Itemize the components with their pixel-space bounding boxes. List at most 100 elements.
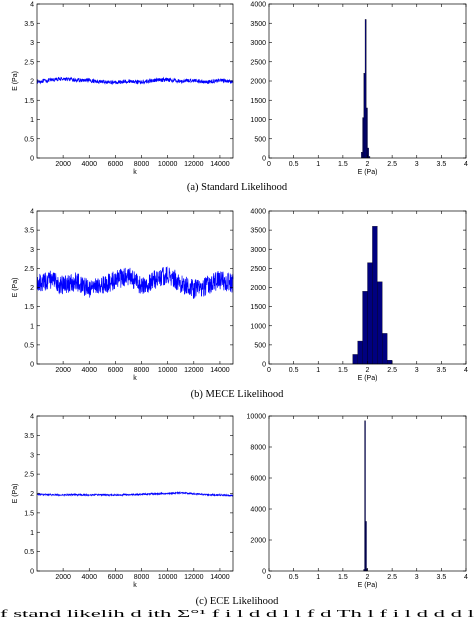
y-tick-label: 3500 <box>250 21 266 28</box>
y-tick-label: 1.5 <box>24 510 34 517</box>
x-tick-label: 8000 <box>134 161 150 168</box>
x-tick-label: 1 <box>316 367 320 374</box>
y-tick-label: 3000 <box>250 40 266 47</box>
x-tick-label: 1 <box>316 574 320 581</box>
x-tick-label: 1.5 <box>338 161 348 168</box>
x-tick-label: 1.5 <box>338 367 348 374</box>
histogram-bar <box>361 152 363 159</box>
x-tick-label: 2 <box>366 367 370 374</box>
x-tick-label: 14000 <box>210 367 230 374</box>
histogram-bar <box>387 360 393 365</box>
panel-a-hist: 0 0.5 1 1.5 2 2.5 3 3.5 4 0 500 1000 1500 2000 2500 300… <box>250 2 468 177</box>
x-tick-label: 0.5 <box>289 367 299 374</box>
y-tick-label: 3 <box>30 452 34 459</box>
x-tick-label: 3.5 <box>437 161 447 168</box>
cropped-footer-text: f stand likelih d ith Σ°¹ f i l d d l l … <box>0 609 474 618</box>
x-tick-label: 2000 <box>55 161 71 168</box>
series-line-b-trace <box>36 266 234 299</box>
histogram-bar <box>357 340 363 365</box>
x-tick-label: 3.5 <box>437 574 447 581</box>
x-axis-label: E (Pa) <box>358 375 378 382</box>
x-tick-label: 0 <box>267 161 271 168</box>
histogram-bar <box>377 281 383 365</box>
x-tick-label: 12000 <box>184 574 204 581</box>
y-tick-label: 1500 <box>250 98 266 105</box>
x-tick-label: 12000 <box>184 367 204 374</box>
y-axis-label: E (Pa) <box>12 484 19 504</box>
y-tick-label: 2.5 <box>24 472 34 479</box>
y-tick-label: 1 <box>30 117 34 124</box>
y-tick-label: 4 <box>30 209 34 216</box>
y-tick-label: 10000 <box>247 414 267 421</box>
x-tick-label: 8000 <box>134 367 150 374</box>
y-tick-label: 0.5 <box>24 136 34 143</box>
x-tick-label: 6000 <box>108 367 124 374</box>
panel-b-trace: 2000 4000 6000 8000 10000 12000 14000 0 0.5 1 1.5 2… <box>12 209 234 382</box>
y-tick-label: 2 <box>30 79 34 86</box>
histogram-bar <box>362 117 364 159</box>
y-tick-label: 2 <box>30 491 34 498</box>
x-tick-label: 2.5 <box>387 367 397 374</box>
x-axis-label: k <box>133 169 137 176</box>
histogram-bar <box>367 262 373 365</box>
y-tick-label: 2500 <box>250 266 266 273</box>
x-tick-label: 3 <box>415 161 419 168</box>
histogram-bar <box>372 226 378 365</box>
y-tick-label: 2.5 <box>24 266 34 273</box>
y-tick-label: 8000 <box>250 445 266 452</box>
histogram-bar <box>352 354 358 365</box>
y-tick-label: 6000 <box>250 476 266 483</box>
y-tick-label: 3 <box>30 247 34 254</box>
x-tick-label: 2.5 <box>387 161 397 168</box>
y-tick-label: 1.5 <box>24 304 34 311</box>
caption-a: (a) Standard Likelihood <box>187 182 288 193</box>
y-tick-label: 3500 <box>250 228 266 235</box>
panel-b-hist: 0 0.5 1 1.5 2 2.5 3 3.5 4 0 500 1000 1500 2000 2500 300… <box>250 209 468 383</box>
x-tick-label: 10000 <box>158 161 178 168</box>
panel-a-trace: 2000 4000 6000 8000 10000 12000 14000 0 0.5 1 1.5 2… <box>12 2 234 176</box>
y-tick-label: 0 <box>262 156 266 163</box>
panel-c-hist: 0 0.5 1 1.5 2 2.5 3 3.5 4 0 2000 4000 6000 8000 10000 E… <box>247 414 469 590</box>
histogram-bar <box>362 291 368 365</box>
y-tick-label: 2.5 <box>24 59 34 66</box>
x-tick-label: 10000 <box>158 574 178 581</box>
x-tick-label: 1 <box>316 161 320 168</box>
x-tick-label: 4000 <box>81 574 97 581</box>
y-tick-label: 2500 <box>250 59 266 66</box>
x-tick-label: 6000 <box>108 574 124 581</box>
x-tick-label: 14000 <box>210 161 230 168</box>
y-tick-label: 4000 <box>250 2 266 9</box>
x-tick-label: 14000 <box>210 574 230 581</box>
y-tick-label: 0.5 <box>24 549 34 556</box>
y-tick-label: 2000 <box>250 79 266 86</box>
histogram-bar <box>363 73 366 159</box>
x-tick-label: 4000 <box>81 367 97 374</box>
x-tick-label: 1.5 <box>338 574 348 581</box>
y-tick-label: 0 <box>262 569 266 576</box>
x-tick-label: 3.5 <box>437 367 447 374</box>
caption-c: (c) ECE Likelihood <box>196 596 280 607</box>
x-tick-label: 2.5 <box>387 574 397 581</box>
x-axis-label: k <box>133 375 137 382</box>
y-tick-label: 4000 <box>250 507 266 514</box>
y-tick-label: 2000 <box>250 285 266 292</box>
y-tick-label: 1000 <box>250 117 266 124</box>
y-tick-label: 4 <box>30 2 34 9</box>
x-tick-label: 4 <box>464 161 468 168</box>
y-tick-label: 1000 <box>250 323 266 330</box>
x-tick-label: 3 <box>415 574 419 581</box>
y-tick-label: 1.5 <box>24 98 34 105</box>
histogram-bar <box>365 521 367 572</box>
x-tick-label: 10000 <box>158 367 178 374</box>
y-tick-label: 4000 <box>250 209 266 216</box>
x-tick-label: 12000 <box>184 161 204 168</box>
series-line-c-trace <box>36 490 234 498</box>
y-tick-label: 1 <box>30 323 34 330</box>
y-tick-label: 500 <box>254 136 266 143</box>
histogram-bar <box>366 107 368 159</box>
panel-c-trace: 2000 4000 6000 8000 10000 12000 14000 0 0.5 1 1.5 2… <box>12 414 234 589</box>
y-tick-label: 0 <box>30 156 34 163</box>
panels: 2000 4000 6000 8000 10000 12000 1400000.511.52… <box>12 2 468 590</box>
x-axis-label: k <box>133 582 137 589</box>
caption-b: (b) MECE Likelihood <box>191 389 284 400</box>
